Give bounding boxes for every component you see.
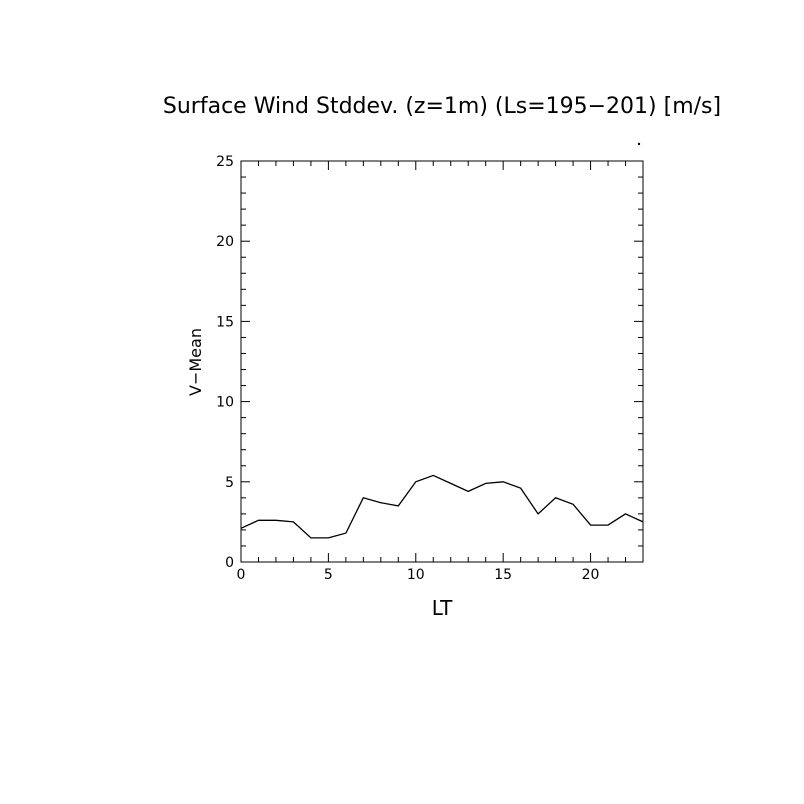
axis-ticks [240,160,644,563]
tick-labels: 0 5 10 15 20 0 5 10 15 20 25 [216,154,599,583]
series-line [240,474,644,539]
x-tick-label: 10 [407,567,425,583]
stray-dot-mark [637,142,641,146]
y-tick-label: 0 [225,555,234,571]
x-tick-label: 15 [494,567,512,583]
x-tick-label: 20 [582,567,600,583]
y-tick-label: 20 [216,234,234,250]
chart-title: Surface Wind Stddev. (z=1m) (Ls=195−201)… [163,94,721,119]
y-tick-label: 5 [225,475,234,491]
y-tick-label: 15 [216,314,234,330]
y-tick-label: 10 [216,395,234,411]
plot-frame [240,160,644,563]
y-tick-label: 25 [216,154,234,170]
x-axis-label: LT [432,596,453,620]
y-axis-label: V−Mean [186,328,205,396]
x-tick-label: 0 [237,567,246,583]
x-tick-label: 5 [324,567,333,583]
